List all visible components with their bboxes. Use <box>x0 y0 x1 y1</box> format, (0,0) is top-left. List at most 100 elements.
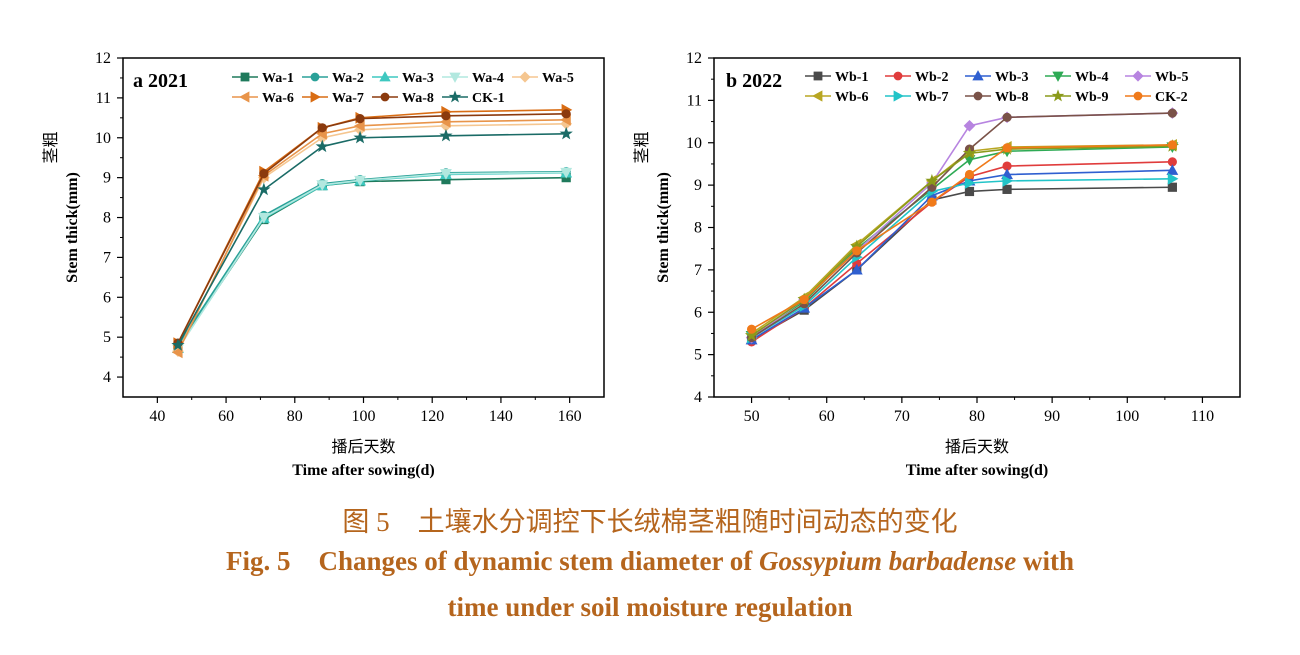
legend-item-wa-5: Wa-5 <box>512 71 574 86</box>
series-wb-1 <box>746 182 1177 345</box>
series-line <box>177 170 567 346</box>
legend-item-wa-3: Wa-3 <box>372 71 434 86</box>
x-tick-label: 80 <box>287 408 303 425</box>
data-point <box>1002 174 1014 187</box>
x-axis-label-cn: 播后天数 <box>331 437 395 456</box>
x-tick-label: 40 <box>149 408 165 425</box>
series-line <box>751 144 1173 335</box>
data-point <box>799 294 809 305</box>
series-line <box>751 186 1173 341</box>
y-tick-label: 6 <box>694 304 702 321</box>
x-tick-label: 80 <box>969 408 985 425</box>
x-tick-label: 100 <box>352 408 376 425</box>
legend-marker <box>448 90 462 103</box>
data-point <box>317 123 327 133</box>
series-wb-9 <box>744 139 1179 342</box>
x-tick-label: 60 <box>218 408 234 425</box>
x-tick-label: 100 <box>1115 408 1139 425</box>
data-point <box>1002 184 1012 194</box>
legend-marker <box>449 72 461 83</box>
series-wb-6 <box>745 138 1177 340</box>
caption-cn-fig-number: 图 5 <box>342 507 390 537</box>
series-wa-7 <box>173 103 573 350</box>
legend-item-ck-1: CK-1 <box>442 90 505 106</box>
y-tick-label: 12 <box>686 50 702 67</box>
y-tick-label: 10 <box>686 135 702 152</box>
y-axis-label-cn: 茎粗 <box>632 131 651 163</box>
data-point <box>353 130 367 144</box>
y-tick-label: 5 <box>694 347 702 364</box>
legend-label: Wa-1 <box>262 71 294 86</box>
series-wb-7 <box>746 172 1179 344</box>
legend-label: Wa-5 <box>542 71 574 86</box>
plot-frame <box>122 57 605 398</box>
data-point <box>559 126 573 140</box>
data-point <box>1167 140 1177 150</box>
legend-label: Wa-4 <box>472 71 504 86</box>
series-wb-5 <box>745 107 1179 344</box>
legend-label: Wa-6 <box>262 91 294 106</box>
legend-label: Wb-2 <box>915 70 948 85</box>
legend-label: Wa-3 <box>402 71 434 86</box>
series-wa-3 <box>172 166 573 353</box>
legend-marker <box>239 91 250 103</box>
legend-marker <box>379 71 391 82</box>
legend-marker <box>240 72 250 82</box>
legend-marker <box>972 70 984 81</box>
data-point <box>441 111 451 121</box>
series-line <box>177 119 567 353</box>
x-tick-label: 110 <box>1191 408 1214 425</box>
y-axis-label: Stem thick(mm) <box>64 172 81 283</box>
data-point <box>355 114 365 124</box>
legend-label: Wb-5 <box>1155 70 1188 85</box>
data-point <box>746 324 757 334</box>
legend-marker <box>893 90 904 102</box>
plot-frame <box>713 57 1241 398</box>
series-wb-3 <box>745 164 1179 345</box>
x-tick-label: 60 <box>819 408 835 425</box>
panel-a-chart: 40 60 80 100 120 140 160 4 5 6 7 8 9 10 11 12 播后天数 Time a… <box>41 50 605 479</box>
legend-item-wb-3: Wb-3 <box>965 70 1028 85</box>
y-tick-label: 8 <box>103 210 111 227</box>
data-point <box>171 346 183 359</box>
legend-label: Wb-4 <box>1075 70 1108 85</box>
legend-label: Wb-9 <box>1075 90 1108 105</box>
data-point <box>1167 182 1177 192</box>
legend-item-ck-2: CK-2 <box>1125 90 1188 105</box>
legend: Wa-1 Wa-2 Wa-3 Wa-4 Wa-5 Wa-6 Wa-7 Wa-8 CK-1 <box>232 71 574 106</box>
legend-label: Wb-1 <box>835 70 868 85</box>
data-point <box>963 119 976 132</box>
caption-english-line1: Fig. 5 Changes of dynamic stem diameter o… <box>0 546 1300 577</box>
data-point <box>259 169 269 179</box>
y-tick-label: 7 <box>694 262 702 279</box>
series-ck-2 <box>746 140 1177 334</box>
y-axis-label: Stem thick(mm) <box>655 172 672 283</box>
data-point <box>257 182 271 196</box>
panel-label: b 2022 <box>726 70 782 92</box>
legend-item-wa-8: Wa-8 <box>372 91 434 106</box>
series-wa-4 <box>172 167 573 356</box>
caption-en-species: Gossypium barbadense <box>758 546 1017 576</box>
data-point <box>744 328 759 342</box>
data-point <box>439 128 453 142</box>
legend-label: Wa-7 <box>332 91 364 106</box>
legend-item-wa-2: Wa-2 <box>302 71 364 86</box>
caption-en-line2: time under soil moisture regulation <box>447 592 853 622</box>
legend-item-wb-4: Wb-4 <box>1045 70 1108 85</box>
x-tick-label: 50 <box>744 408 760 425</box>
caption-cn-text: 土壤水分调控下长绒棉茎粗随时间动态的变化 <box>417 507 958 537</box>
y-tick-label: 11 <box>96 90 111 107</box>
series-line <box>177 171 567 350</box>
x-axis-label: Time after sowing(d) <box>292 462 435 479</box>
y-axis-label-cn: 茎粗 <box>41 131 60 163</box>
x-tick-label: 140 <box>489 408 513 425</box>
data-point <box>962 146 977 159</box>
legend-marker <box>893 71 903 81</box>
x-tick-label: 160 <box>558 408 582 425</box>
y-tick-label: 6 <box>103 289 111 306</box>
series-line <box>177 176 567 348</box>
series-line <box>751 145 1173 337</box>
data-point <box>560 167 573 179</box>
data-point <box>440 169 452 180</box>
caption-en-fig-number: Fig. 5 <box>226 546 291 576</box>
